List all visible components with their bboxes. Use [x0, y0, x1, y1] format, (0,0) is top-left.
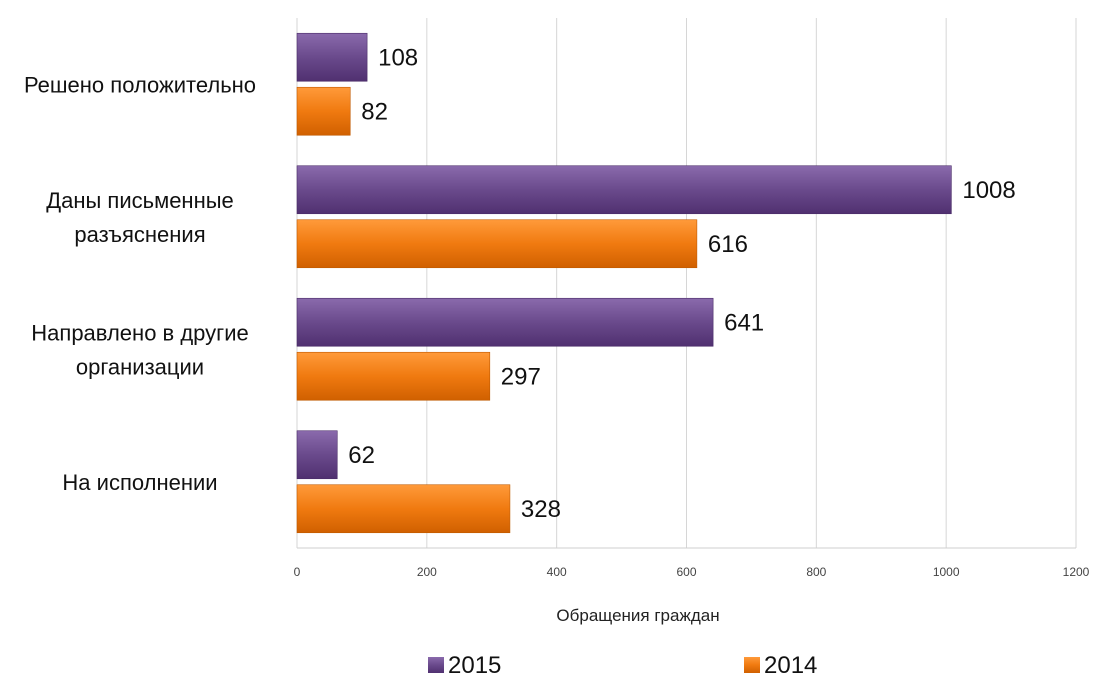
category-label-line: Решено положительно: [24, 72, 256, 97]
data-label-2014-даны-письменные-разъяснения: 616: [708, 231, 748, 258]
legend-swatch-2015: [428, 657, 444, 673]
category-label-направлено-в-другие-организации: Направлено в другие организации: [31, 320, 248, 379]
data-label-2014-решено-положительно: 82: [361, 98, 388, 125]
bars: [296, 32, 952, 534]
data-label-2014-на-исполнении: 328: [521, 496, 561, 523]
category-label-line: организации: [76, 354, 204, 379]
x-tick-label: 600: [676, 565, 696, 579]
gridlines: [296, 18, 1077, 549]
category-label-line: разъяснения: [74, 222, 205, 247]
data-label-2015-решено-положительно: 108: [378, 44, 418, 71]
bar-2015-направлено-в-другие-организации: [296, 297, 714, 347]
bar-2014-решено-положительно: [296, 86, 351, 136]
category-label-решено-положительно: Решено положительно: [24, 72, 256, 97]
bar-2015-решено-положительно: [296, 32, 368, 82]
legend-label-2015: 2015: [448, 652, 501, 679]
x-tick-label: 0: [294, 565, 301, 579]
legend: 2015 2014: [428, 652, 817, 679]
data-label-2014-направлено-в-другие-организации: 297: [501, 363, 541, 390]
x-tick-label: 400: [547, 565, 567, 579]
bar-2014-даны-письменные-разъяснения: [296, 219, 698, 269]
legend-swatch-2014: [744, 657, 760, 673]
x-tick-labels: 0 200 400 600 800 1000 1200: [294, 565, 1090, 579]
x-tick-label: 200: [417, 565, 437, 579]
bar-2015-на-исполнении: [296, 430, 338, 480]
data-label-2015-направлено-в-другие-организации: 641: [724, 309, 764, 336]
data-label-2015-на-исполнении: 62: [348, 442, 375, 469]
x-tick-label: 800: [806, 565, 826, 579]
category-label-line: На исполнении: [62, 470, 217, 495]
category-label-line: Даны письменные: [46, 188, 234, 213]
x-tick-label: 1000: [933, 565, 960, 579]
category-label-line: Направлено в другие: [31, 320, 248, 345]
category-label-на-исполнении: На исполнении: [62, 470, 217, 495]
bar-2014-на-исполнении: [296, 484, 511, 534]
x-tick-label: 1200: [1063, 565, 1090, 579]
bar-2015-даны-письменные-разъяснения: [296, 165, 952, 215]
data-labels: 108 82 1008 616 641 297 62 328: [348, 44, 1016, 523]
category-label-даны-письменные-разъяснения: Даны письменные разъяснения: [46, 188, 234, 247]
category-labels: Решено положительно Даны письменные разъяс…: [24, 72, 256, 495]
legend-label-2014: 2014: [764, 652, 817, 679]
data-label-2015-даны-письменные-разъяснения: 1008: [962, 177, 1015, 204]
bar-2014-направлено-в-другие-организации: [296, 351, 491, 401]
x-axis-title: Обращения граждан: [556, 606, 719, 625]
